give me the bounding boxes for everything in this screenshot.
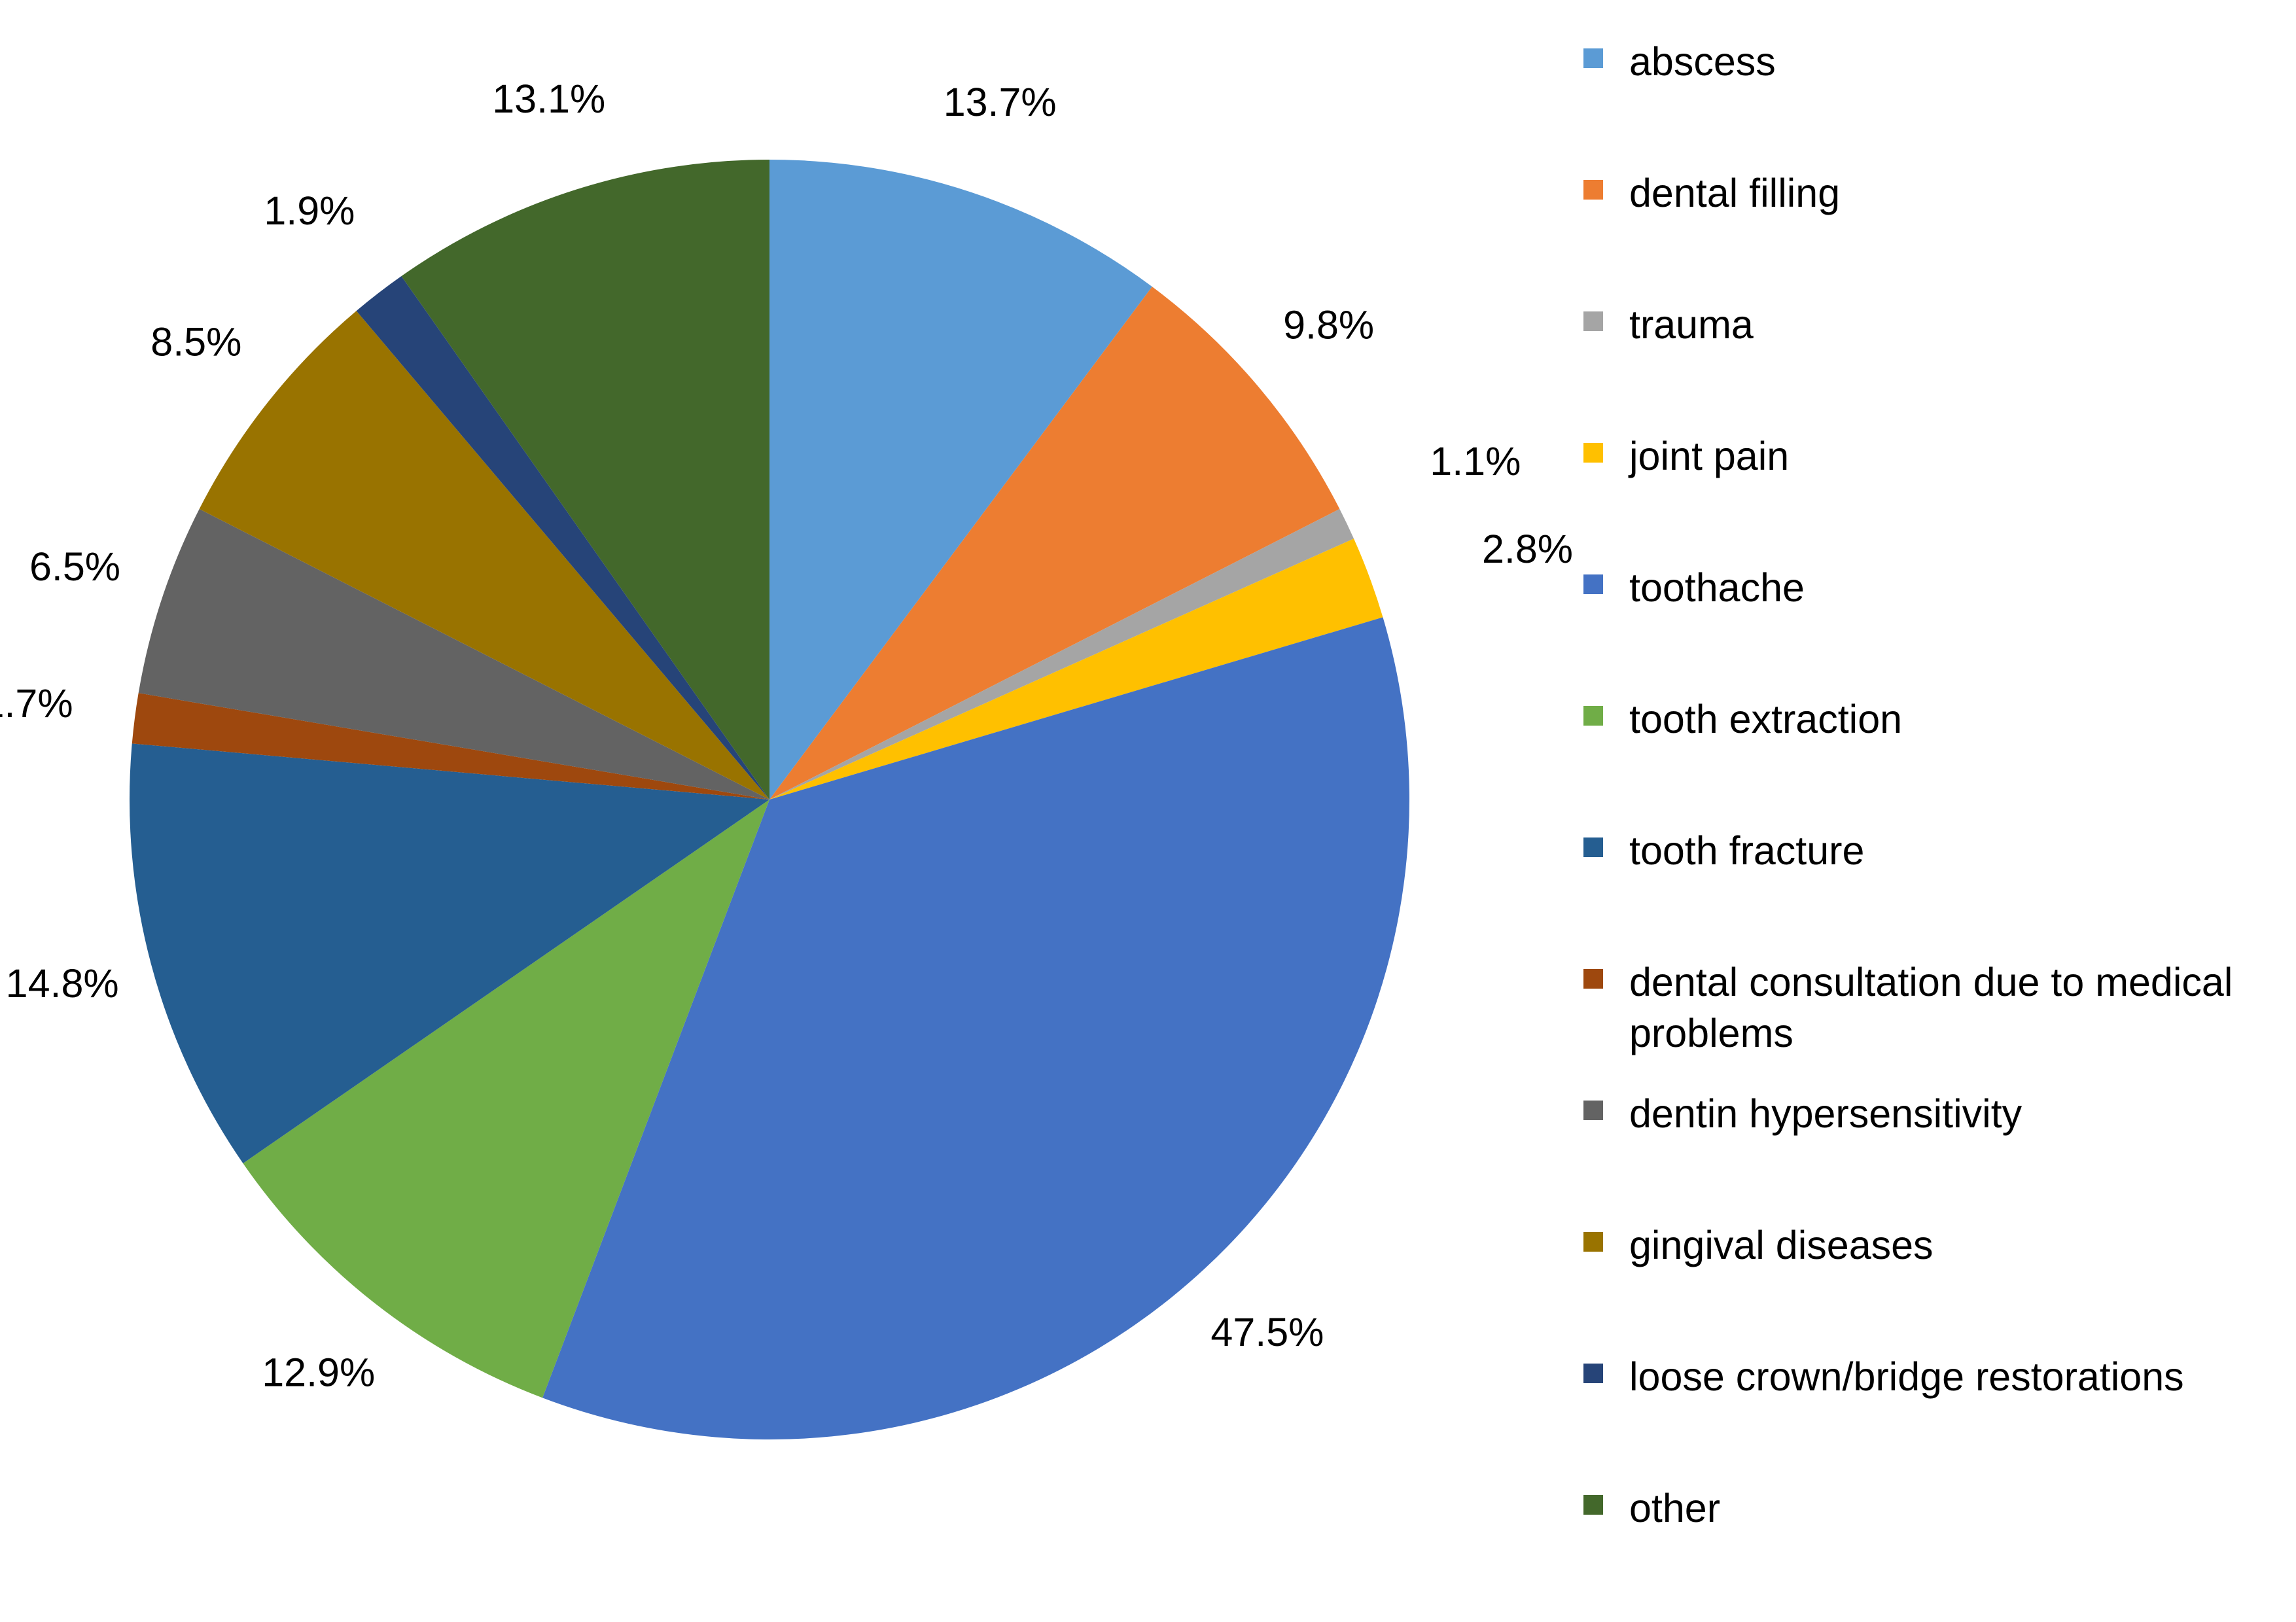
data-label: 9.8% [1283,302,1374,347]
legend-label: loose crown/bridge restorations [1629,1354,2184,1399]
legend-swatch [1583,48,1603,68]
legend-item: loose crown/bridge restorations [1583,1351,2290,1402]
legend-swatch [1583,443,1603,463]
legend-item: toothache [1583,562,2290,613]
pie-slice-tooth-extraction [243,800,769,1398]
data-label: 1.9% [264,188,355,233]
legend-label: dental filling [1629,171,1841,215]
legend-swatch [1583,311,1603,331]
legend-item: other [1583,1483,2290,1534]
data-label: 1.7% [0,681,73,726]
legend-label: toothache [1629,565,1805,610]
pie-slice-abscess [769,160,1152,800]
pie-data-labels: 13.7% 9.8% 1.1% 2.8% 47.5% 12.9% 14.8% 1.7% 6.5%… [0,77,1573,1394]
data-label: 8.5% [150,320,241,364]
legend-label: dentin hypersensitivity [1629,1091,2022,1136]
data-label: 12.9% [262,1350,375,1394]
pie-slice-loose-crown-bridge-restorations [356,276,769,800]
legend-swatch [1583,1101,1603,1120]
legend-label: abscess [1629,39,1776,84]
legend-swatch [1583,1495,1603,1515]
legend-item: dental consultation due to medical probl… [1583,957,2290,1059]
legend-swatch [1583,180,1603,200]
pie-slice-tooth-fracture [130,743,769,1164]
legend-item: abscess [1583,36,2290,87]
legend-item: dentin hypersensitivity [1583,1088,2290,1139]
legend-swatch [1583,574,1603,594]
data-label: 1.1% [1430,439,1521,484]
data-label: 47.5% [1210,1310,1324,1354]
legend-swatch [1583,969,1603,989]
legend-item: trauma [1583,299,2290,350]
pie-slices [130,159,1409,1439]
pie-slice-other [401,159,769,800]
legend-swatch [1583,1364,1603,1383]
legend-item: tooth fracture [1583,825,2290,876]
pie-slice-dental-filling [769,287,1340,800]
pie-slice-gingival-diseases [199,311,769,800]
pie-slice-dentin-hypersensitivity [138,508,770,800]
pie-slice-toothache [542,617,1409,1439]
legend-item: dental filling [1583,167,2290,219]
pie-slice-joint-pain [769,538,1383,800]
data-label: 2.8% [1482,527,1573,571]
legend-label: tooth extraction [1629,697,1903,741]
legend-swatch [1583,706,1603,726]
legend-item: tooth extraction [1583,694,2290,745]
legend-item: joint pain [1583,431,2290,482]
legend-label: other [1629,1486,1721,1530]
legend-label: trauma [1629,302,1754,347]
pie-slice-trauma [769,508,1354,800]
legend-item: gingival diseases [1583,1220,2290,1271]
legend-label: joint pain [1629,434,1790,478]
pie-slice-dental-consultation-due-to-medical-problems [132,693,770,800]
legend-label: gingival diseases [1629,1223,1934,1267]
data-label: 13.1% [492,77,605,121]
legend-swatch [1583,837,1603,857]
legend-label: tooth fracture [1629,828,1865,873]
legend-label: dental consultation due to medical probl… [1629,960,2233,1055]
data-label: 6.5% [29,544,120,589]
data-label: 14.8% [6,961,119,1006]
data-label: 13.7% [944,80,1057,124]
legend-swatch [1583,1232,1603,1252]
